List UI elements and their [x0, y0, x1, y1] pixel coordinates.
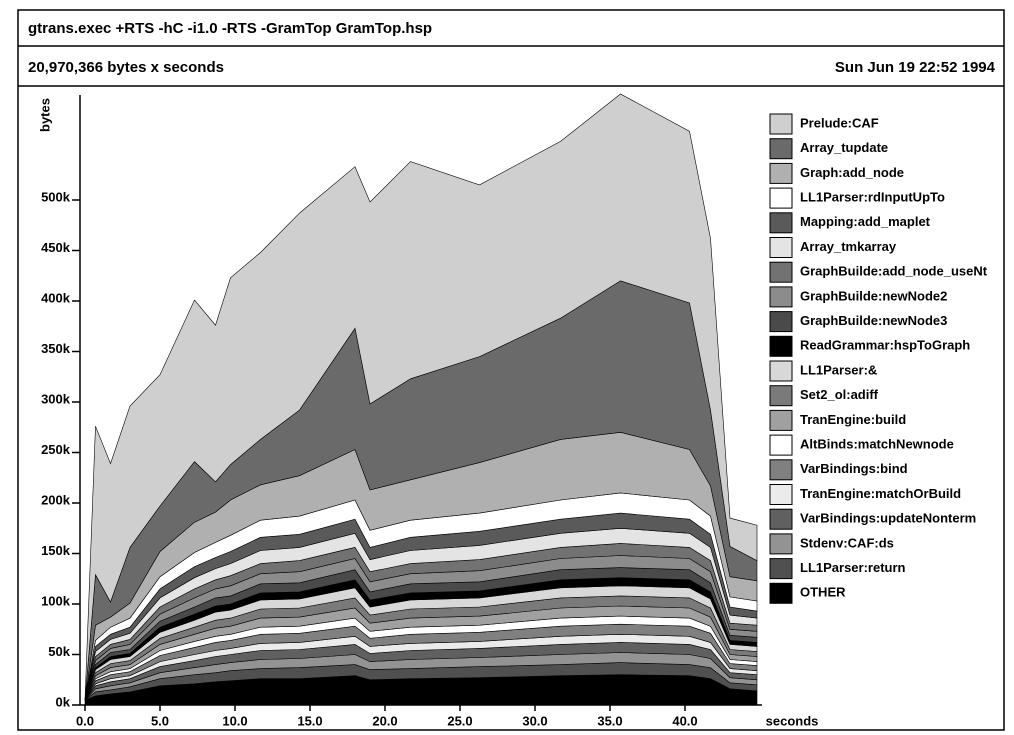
legend-swatch: [769, 533, 793, 555]
legend-swatch: [769, 459, 793, 481]
legend-swatch: [769, 335, 793, 357]
x-tick-label: 40.0: [672, 713, 697, 728]
legend-label: ReadGrammar:hspToGraph: [800, 338, 970, 353]
y-tick-label: 500k: [41, 189, 71, 204]
legend-swatch: [769, 187, 793, 209]
x-tick-label: 10.0: [222, 713, 247, 728]
y-tick-label: 50k: [48, 644, 70, 659]
area: [84, 93, 758, 701]
y-tick-label: 400k: [41, 290, 71, 305]
legend-label: LL1Parser:return: [800, 560, 906, 575]
legend-swatch: [769, 261, 793, 283]
legend-swatch: [769, 162, 793, 184]
legend-label: LL1Parser:&: [800, 362, 877, 377]
legend-label: Array_tmkarray: [800, 239, 897, 254]
x-tick-label: 30.0: [522, 713, 547, 728]
x-tick-label: 15.0: [297, 713, 322, 728]
legend-label: Stdenv:CAF:ds: [800, 535, 894, 550]
y-tick-label: 150k: [41, 543, 71, 558]
y-tick-label: 200k: [41, 492, 71, 507]
legend-swatch: [769, 558, 793, 580]
y-tick-label: 0k: [56, 694, 71, 709]
legend-swatch: [769, 113, 793, 135]
legend-swatch: [769, 360, 793, 382]
legend-label: GraphBuilde:newNode2: [800, 288, 947, 303]
legend-label: GraphBuilde:add_node_useNt: [800, 264, 988, 279]
legend-swatch: [769, 385, 793, 407]
legend-label: TranEngine:matchOrBuild: [800, 486, 961, 501]
x-tick-label: 35.0: [597, 713, 622, 728]
legend-swatch: [769, 212, 793, 234]
legend-swatch: [769, 138, 793, 160]
legend-label: LL1Parser:rdInputUpTo: [800, 190, 945, 205]
axes: 0k 50k 100k 150k 200k 250k 300k 350k 400k 450k 500…: [41, 95, 762, 728]
legend-label: OTHER: [800, 585, 846, 600]
chart-title: gtrans.exec +RTS -hC -i1.0 -RTS -GramTop…: [28, 20, 432, 37]
chart-date: Sun Jun 19 22:52 1994: [835, 59, 996, 76]
chart-subtitle: 20,970,366 bytes x seconds: [28, 59, 224, 76]
y-tick-label: 450k: [41, 240, 71, 255]
legend-label: Prelude:CAF: [800, 115, 879, 130]
y-tick-label: 250k: [41, 442, 71, 457]
x-tick-label: 25.0: [447, 713, 472, 728]
legend-label: Mapping:add_maplet: [800, 214, 931, 229]
legend-label: AltBinds:matchNewnode: [800, 437, 954, 452]
legend-label: Array_tupdate: [800, 140, 888, 155]
x-tick-label: 20.0: [372, 713, 397, 728]
legend-swatch: [769, 409, 793, 431]
legend-swatch: [769, 237, 793, 258]
areas: [84, 93, 758, 706]
x-tick-label: 0.0: [76, 713, 94, 728]
x-axis-label: seconds: [766, 713, 819, 728]
legend-swatch: [769, 311, 793, 333]
legend-label: TranEngine:build: [800, 412, 906, 427]
legend: Prelude:CAF Array_tupdate Graph:add_node LL…: [769, 113, 988, 604]
x-tick-label: 5.0: [151, 713, 169, 728]
y-tick-label: 300k: [41, 391, 71, 406]
legend-label: Set2_ol:adiff: [800, 387, 879, 402]
legend-swatch: [769, 582, 793, 604]
outer-frame: [17, 9, 1005, 731]
y-tick-label: 100k: [41, 593, 71, 608]
legend-swatch: [769, 434, 793, 456]
y-axis-label: bytes: [37, 98, 52, 132]
legend-label: GraphBuilde:newNode3: [800, 313, 947, 328]
legend-label: VarBindings:updateNonterm: [800, 511, 976, 526]
y-tick-label: 350k: [41, 341, 71, 356]
legend-swatch: [769, 508, 793, 530]
legend-label: VarBindings:bind: [800, 461, 908, 476]
legend-swatch: [769, 484, 793, 505]
legend-label: Graph:add_node: [800, 165, 904, 180]
legend-swatch: [769, 286, 793, 308]
